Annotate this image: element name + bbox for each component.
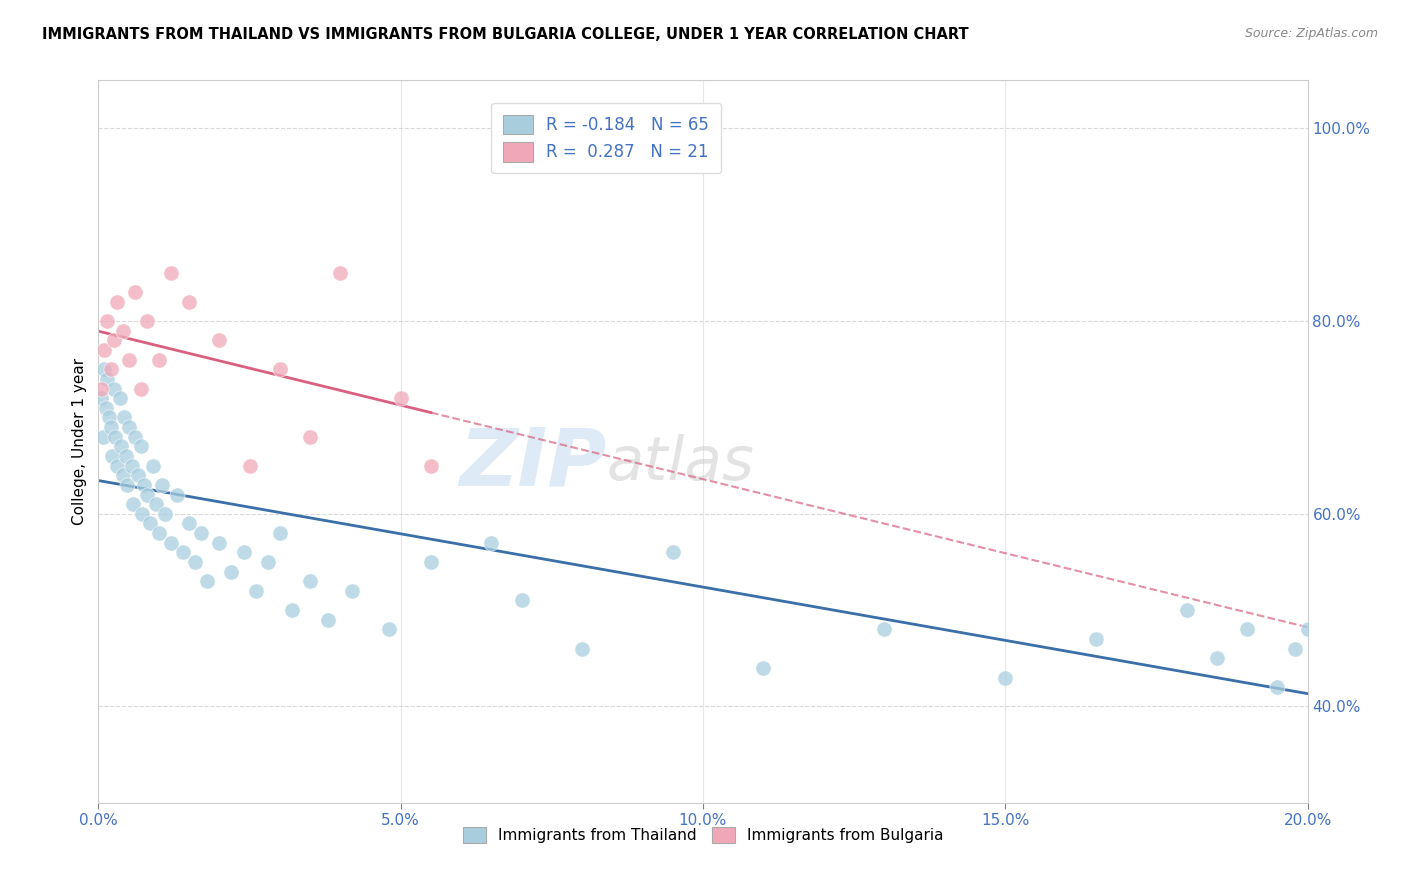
- Point: [195, 574, 218, 589]
- Point: [184, 555, 207, 569]
- Point: [1236, 623, 1258, 637]
- Point: [160, 535, 183, 549]
- Point: [91, 430, 114, 444]
- Point: [232, 545, 254, 559]
- Point: [752, 661, 775, 675]
- Point: [122, 497, 145, 511]
- Point: [1175, 603, 1198, 617]
- Point: [118, 352, 141, 367]
- Point: [132, 478, 155, 492]
- Point: [208, 535, 231, 549]
- Point: [100, 362, 122, 376]
- Y-axis label: College, Under 1 year: College, Under 1 year: [72, 358, 87, 525]
- Point: [142, 458, 165, 473]
- Point: [94, 401, 117, 415]
- Point: [269, 362, 291, 376]
- Point: [420, 458, 443, 473]
- Point: [127, 468, 149, 483]
- Point: [124, 430, 146, 444]
- Point: [93, 362, 115, 376]
- Point: [90, 391, 112, 405]
- Point: [104, 430, 127, 444]
- Point: [172, 545, 194, 559]
- Text: atlas: atlas: [606, 434, 754, 492]
- Point: [148, 352, 170, 367]
- Point: [256, 555, 278, 569]
- Point: [208, 334, 231, 348]
- Point: [1206, 651, 1229, 665]
- Point: [110, 439, 132, 453]
- Point: [1085, 632, 1108, 646]
- Point: [571, 641, 593, 656]
- Point: [481, 535, 503, 549]
- Point: [117, 478, 139, 492]
- Point: [239, 458, 262, 473]
- Point: [1296, 623, 1319, 637]
- Point: [105, 458, 128, 473]
- Point: [111, 324, 134, 338]
- Point: [98, 410, 121, 425]
- Point: [389, 391, 412, 405]
- Point: [221, 565, 243, 579]
- Point: [121, 458, 143, 473]
- Point: [135, 487, 157, 501]
- Point: [96, 372, 118, 386]
- Point: [299, 574, 322, 589]
- Point: [129, 382, 152, 396]
- Text: Source: ZipAtlas.com: Source: ZipAtlas.com: [1244, 27, 1378, 40]
- Point: [510, 593, 533, 607]
- Point: [145, 497, 167, 511]
- Point: [269, 526, 291, 541]
- Point: [179, 516, 201, 531]
- Legend: Immigrants from Thailand, Immigrants from Bulgaria: Immigrants from Thailand, Immigrants fro…: [457, 822, 949, 849]
- Point: [166, 487, 188, 501]
- Point: [100, 449, 122, 463]
- Point: [190, 526, 212, 541]
- Point: [299, 430, 322, 444]
- Point: [148, 526, 170, 541]
- Point: [90, 382, 112, 396]
- Point: [111, 468, 134, 483]
- Point: [342, 583, 364, 598]
- Point: [131, 507, 153, 521]
- Point: [150, 478, 173, 492]
- Point: [105, 294, 128, 309]
- Point: [114, 449, 136, 463]
- Point: [103, 382, 125, 396]
- Point: [100, 420, 122, 434]
- Point: [661, 545, 683, 559]
- Point: [160, 266, 183, 280]
- Point: [129, 439, 152, 453]
- Point: [139, 516, 162, 531]
- Point: [994, 671, 1017, 685]
- Point: [93, 343, 115, 357]
- Point: [112, 410, 135, 425]
- Point: [124, 285, 146, 300]
- Point: [329, 266, 352, 280]
- Point: [281, 603, 304, 617]
- Point: [135, 314, 157, 328]
- Point: [316, 613, 339, 627]
- Point: [873, 623, 896, 637]
- Point: [103, 334, 125, 348]
- Point: [1284, 641, 1306, 656]
- Point: [118, 420, 141, 434]
- Text: ZIP: ZIP: [458, 425, 606, 502]
- Point: [420, 555, 443, 569]
- Point: [245, 583, 267, 598]
- Point: [108, 391, 131, 405]
- Point: [96, 314, 118, 328]
- Point: [1267, 680, 1289, 694]
- Point: [179, 294, 201, 309]
- Point: [153, 507, 176, 521]
- Point: [377, 623, 399, 637]
- Text: IMMIGRANTS FROM THAILAND VS IMMIGRANTS FROM BULGARIA COLLEGE, UNDER 1 YEAR CORRE: IMMIGRANTS FROM THAILAND VS IMMIGRANTS F…: [42, 27, 969, 42]
